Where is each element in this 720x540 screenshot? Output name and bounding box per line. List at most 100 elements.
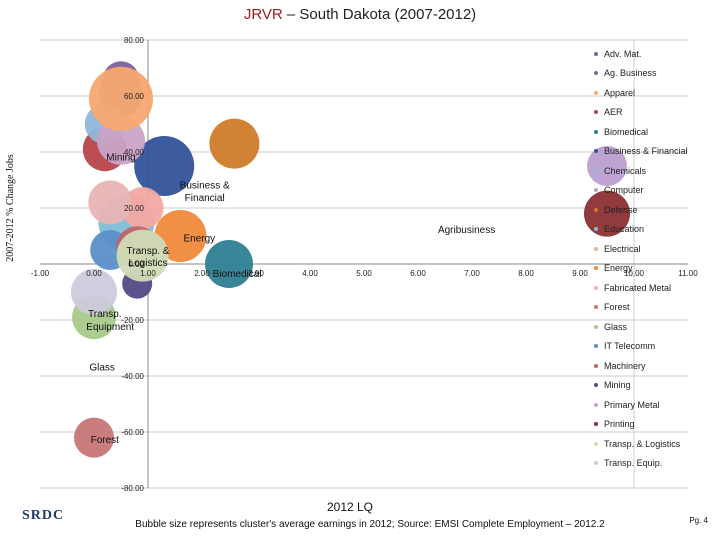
legend-label: Defense xyxy=(604,204,638,215)
y-tick-label: 0.00 xyxy=(128,260,144,269)
legend-marker xyxy=(594,168,598,173)
chart-legend: Adv. Mat. Ag. Business Apparel AER Biomedica… xyxy=(594,44,718,473)
x-tick-label: 1.00 xyxy=(140,269,156,278)
legend-label: Electrical xyxy=(604,243,641,254)
legend-marker xyxy=(594,227,598,232)
legend-label: Transp. & Logistics xyxy=(604,438,681,449)
bubble: Transp. & Logistics xyxy=(116,229,169,282)
legend-entry: Electrical xyxy=(594,239,718,259)
legend-entry: Glass xyxy=(594,317,718,337)
legend-marker xyxy=(594,441,598,446)
bubble: Transp. Equip. xyxy=(71,269,117,315)
bubble: Biomedical xyxy=(205,240,253,288)
y-tick-label: -20.00 xyxy=(121,316,144,325)
bubble-label: Financial xyxy=(185,193,225,204)
y-tick-label: 80.00 xyxy=(124,36,145,45)
bubble: Primary Metal xyxy=(97,116,145,165)
legend-label: Ag. Business xyxy=(604,68,657,79)
y-tick-label: -60.00 xyxy=(121,428,144,437)
legend-marker xyxy=(594,149,598,154)
y-tick-label: 40.00 xyxy=(124,148,145,157)
legend-entry: Chemicals xyxy=(594,161,718,181)
legend-entry: Machinery xyxy=(594,356,718,376)
legend-marker xyxy=(594,188,598,193)
srdc-logo: SRDC xyxy=(22,508,65,523)
legend-entry: Business & Financial xyxy=(594,142,718,162)
title-accent: JRVR xyxy=(243,6,283,23)
legend-label: Mining xyxy=(604,380,631,391)
legend-marker xyxy=(594,207,598,212)
legend-label: IT Telecomm xyxy=(604,341,656,352)
legend-label: Biomedical xyxy=(604,126,649,137)
page-number: Pg. 4 xyxy=(689,516,708,525)
legend-marker xyxy=(594,461,598,466)
bubble-label: Logistics xyxy=(129,258,168,269)
legend-entry: Transp. & Logistics xyxy=(594,434,718,454)
bubble-label: Agribusiness xyxy=(438,225,495,236)
x-tick-label: 10.00 xyxy=(624,269,645,278)
legend-entry: Defense xyxy=(594,200,718,220)
legend-entry: Printing xyxy=(594,415,718,435)
bubble-label: Transp. xyxy=(88,309,122,320)
legend-marker xyxy=(594,51,598,56)
title-rest: – South Dakota (2007-2012) xyxy=(282,6,477,23)
legend-entry: IT Telecomm xyxy=(594,337,718,357)
source-footnote: Bubble size represents cluster's average… xyxy=(135,519,605,530)
bubble-label: Business & xyxy=(180,180,230,191)
legend-label: Glass xyxy=(604,321,628,332)
legend-marker xyxy=(594,344,598,349)
x-tick-label: 4.00 xyxy=(302,269,318,278)
bubble-label: Energy xyxy=(183,234,215,245)
legend-marker xyxy=(594,285,598,290)
legend-entry: Forest xyxy=(594,298,718,318)
legend-marker xyxy=(594,90,598,95)
legend-marker xyxy=(594,402,598,407)
legend-label: AER xyxy=(604,107,623,118)
x-tick-label: 6.00 xyxy=(410,269,426,278)
legend-entry: Biomedical xyxy=(594,122,718,142)
legend-marker xyxy=(594,266,598,271)
y-axis-label: 2007-2012 % Change Jobs xyxy=(5,154,16,262)
legend-marker xyxy=(594,422,598,427)
bubble: Business & Financial xyxy=(134,136,195,196)
x-tick-label: 3.00 xyxy=(248,269,264,278)
y-tick-label: -80.00 xyxy=(121,484,144,493)
legend-label: Apparel xyxy=(604,87,636,98)
bubble-label: Glass xyxy=(89,362,115,373)
legend-marker xyxy=(594,363,598,368)
legend-marker xyxy=(594,305,598,310)
legend-entry: Energy xyxy=(594,259,718,279)
legend-label: Chemicals xyxy=(604,165,647,176)
x-tick-label: 7.00 xyxy=(464,269,480,278)
y-tick-label: 20.00 xyxy=(124,204,145,213)
legend-entry: Fabricated Metal xyxy=(594,278,718,298)
legend-entry: Apparel xyxy=(594,83,718,103)
x-tick-label: 9.00 xyxy=(572,269,588,278)
legend-label: Adv. Mat. xyxy=(604,48,642,59)
legend-marker xyxy=(594,383,598,388)
legend-marker xyxy=(594,246,598,251)
x-tick-label: 8.00 xyxy=(518,269,534,278)
legend-label: Computer xyxy=(604,185,644,196)
x-tick-label: 5.00 xyxy=(356,269,372,278)
bubble-label: Equipment xyxy=(86,322,134,333)
y-tick-label: 60.00 xyxy=(124,92,145,101)
legend-entry: AER xyxy=(594,103,718,123)
legend-marker xyxy=(594,110,598,115)
x-tick-label: 0.00 xyxy=(86,269,102,278)
legend-entry: Ag. Business xyxy=(594,64,718,84)
legend-marker xyxy=(594,129,598,134)
bubble-label: Forest xyxy=(91,435,120,446)
legend-entry: Mining xyxy=(594,376,718,396)
bubble: Electrical xyxy=(121,187,164,229)
chart-title: JRVR – South Dakota (2007-2012) xyxy=(0,6,720,23)
x-axis-label: 2012 LQ xyxy=(326,500,374,514)
legend-entry: Transp. Equip. xyxy=(594,454,718,474)
bubble-label: Transp. & xyxy=(127,246,170,257)
legend-label: Education xyxy=(604,224,645,235)
legend-label: Fabricated Metal xyxy=(604,282,672,293)
legend-label: Forest xyxy=(604,302,630,313)
legend-marker xyxy=(594,71,598,76)
bubble: Forest xyxy=(74,417,114,458)
